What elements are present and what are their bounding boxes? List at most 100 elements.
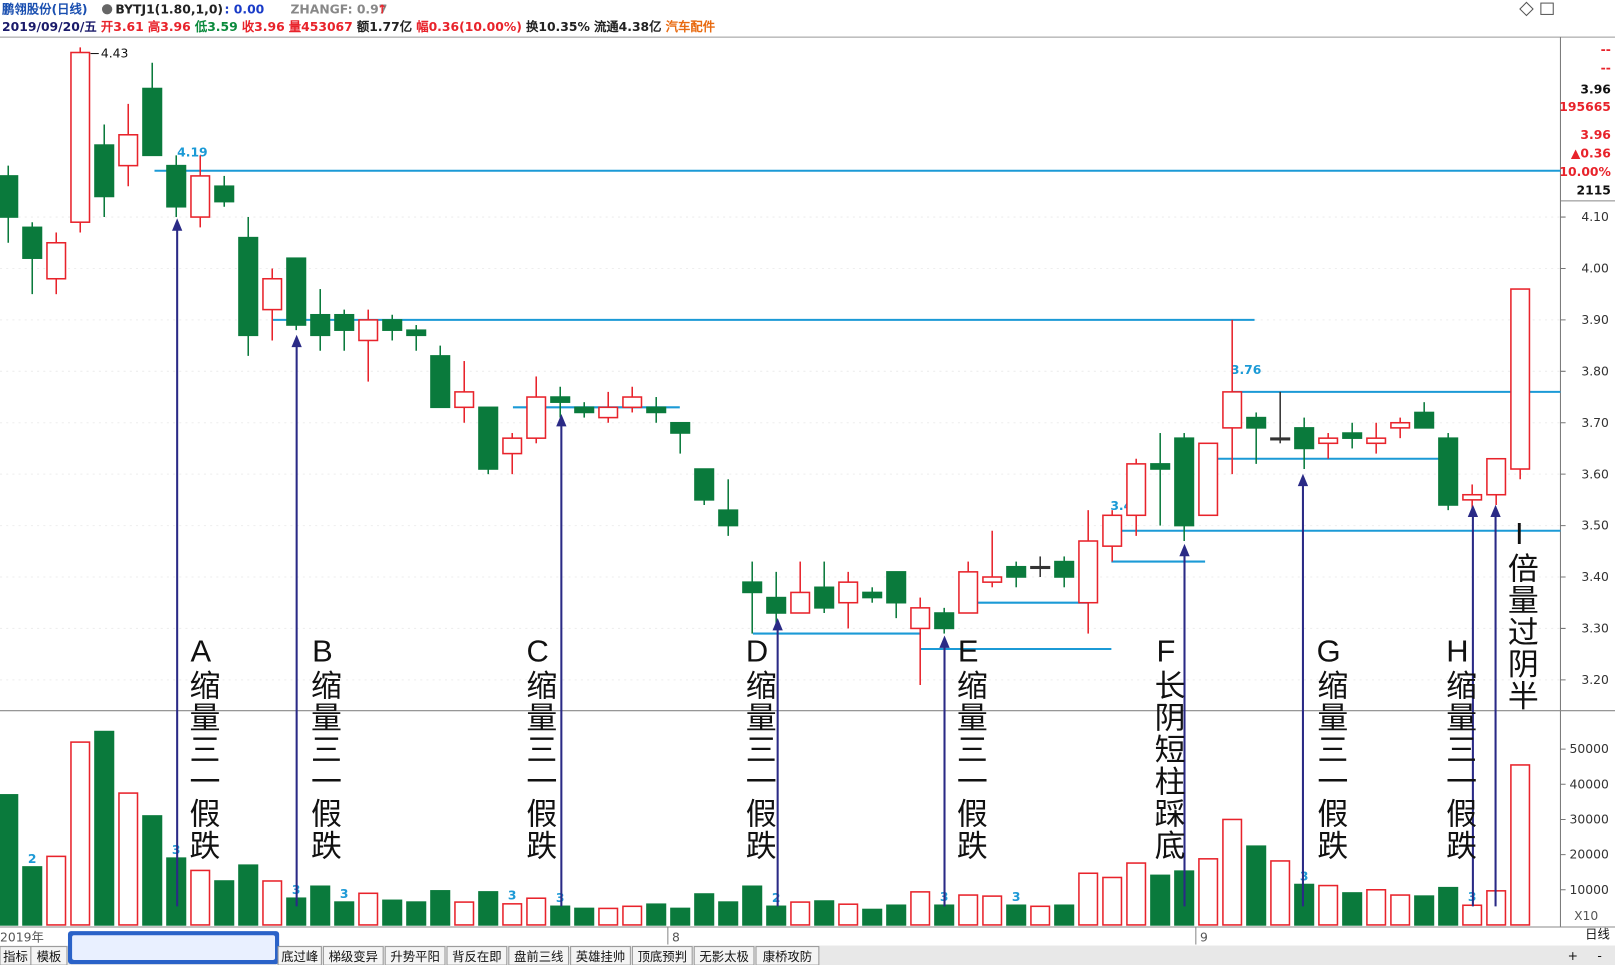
period-label[interactable]: 日线 [1585,927,1610,941]
side-value: ▲0.36 [1571,147,1611,161]
header-item: 高3.96 [148,19,191,34]
tab[interactable] [693,946,755,965]
volume-bar [70,741,91,926]
tab[interactable] [508,946,570,965]
tab[interactable] [570,946,631,965]
volume-bar [430,890,451,926]
header-item: 换10.35% [526,19,590,34]
volume-marker: 3 [1300,869,1309,883]
volume-bar [1078,872,1099,926]
header-item: 量453067 [289,20,353,34]
candle-body [94,144,115,198]
tab-label[interactable]: 底过峰 [281,949,318,964]
zoom-in[interactable]: + [1568,949,1578,963]
x-tick-label: 9 [1200,930,1208,944]
volume-bar [190,869,211,926]
candle-body [382,319,403,331]
arrow-head [1467,504,1479,518]
tab[interactable] [384,946,446,965]
arrow-head [291,334,302,348]
volume-bar [0,794,19,926]
tab[interactable] [277,946,322,965]
candle-body [1438,437,1459,506]
volume-bar [142,815,163,926]
volume-bar [214,880,235,926]
tab-label[interactable]: 模板 [37,950,62,964]
tab[interactable] [322,946,384,965]
candle-body [718,509,739,527]
volume-bar [238,864,259,926]
annotation-letter: I [1514,517,1524,552]
tab[interactable] [30,946,68,965]
arrow-head [1297,473,1309,487]
x-tick-label: 8 [672,930,680,944]
volume-bar [46,855,67,926]
side-value: 195665 [1559,100,1611,114]
candle-body [1462,493,1483,501]
candle-body [46,241,67,280]
tab-label[interactable]: 康桥攻防 [763,949,812,964]
y-tick-label: 3.40 [1581,570,1609,584]
y-tick-label: 3.90 [1581,313,1609,327]
volume-bar [1462,904,1483,926]
annotation-letter: A [190,634,212,669]
candle-body [1342,432,1363,439]
icon[interactable] [1540,2,1554,15]
annotation-text: 缩量三一假跌 [520,669,557,862]
candle-body [1174,437,1195,527]
side-value: 3.96 [1580,128,1611,142]
candle-body [1414,411,1435,429]
volume-bar [1318,884,1339,926]
header-item: 鹏翎股份(日线) [2,1,87,16]
candle-body [502,437,523,455]
tab[interactable] [446,946,508,965]
tab[interactable] [755,946,820,965]
header-item: : 0.00 [225,2,265,16]
volume-bar [1270,860,1291,926]
candle-body [622,396,643,409]
header-item: 额1.77亿 [357,19,412,34]
candle-body [694,468,715,501]
candle-body [1294,427,1315,450]
candle-body [190,175,211,218]
tab-label[interactable]: 升势平阳 [390,950,439,964]
annotation-text: 缩量三一假跌 [950,669,987,862]
tab-label[interactable]: 盘前三线 [514,949,563,964]
level-label: 4.19 [177,146,208,160]
volume-bar [718,901,739,926]
high-label: 4.43 [101,47,129,61]
y-tick-label: 4.00 [1581,262,1609,276]
header-item: 低3.59 [194,19,238,34]
icon[interactable] [1519,1,1534,17]
tab-label[interactable]: 顶底预判 [638,949,687,964]
icon [101,4,113,15]
y-tick-label: 10000 [1570,883,1609,897]
candle-body [1102,514,1123,547]
candle-body [478,406,499,470]
candle-body [1270,437,1291,441]
candle-body [22,226,43,259]
arrow-head [1179,543,1190,557]
unit-label: X10 [1574,909,1598,923]
annotation-letter: D [745,634,769,669]
volume-bar [1366,889,1387,926]
candle-body [910,607,931,630]
volume-bar [262,880,283,926]
volume-marker: 2 [28,852,37,866]
annotation-text: 长阴短柱踩底 [1148,669,1185,862]
tab-label[interactable]: 无影太极 [699,949,748,964]
candle-body [310,313,331,337]
annotation-text: 缩量三一假跌 [183,669,220,862]
tab-label[interactable]: 梯级变异 [329,949,378,964]
tab-label[interactable]: 英雄挂帅 [576,949,625,964]
tab-label[interactable]: 背反在即 [452,950,501,964]
annotation-letter: C [526,634,549,669]
volume-bar [454,901,475,926]
tab-label[interactable]: 指标 [3,949,28,964]
zoom-out[interactable]: - [1597,949,1601,963]
tab[interactable] [631,946,693,965]
header-item: BYTJ1(1.80,1,0) [115,2,223,16]
volume-bar [1246,845,1267,926]
